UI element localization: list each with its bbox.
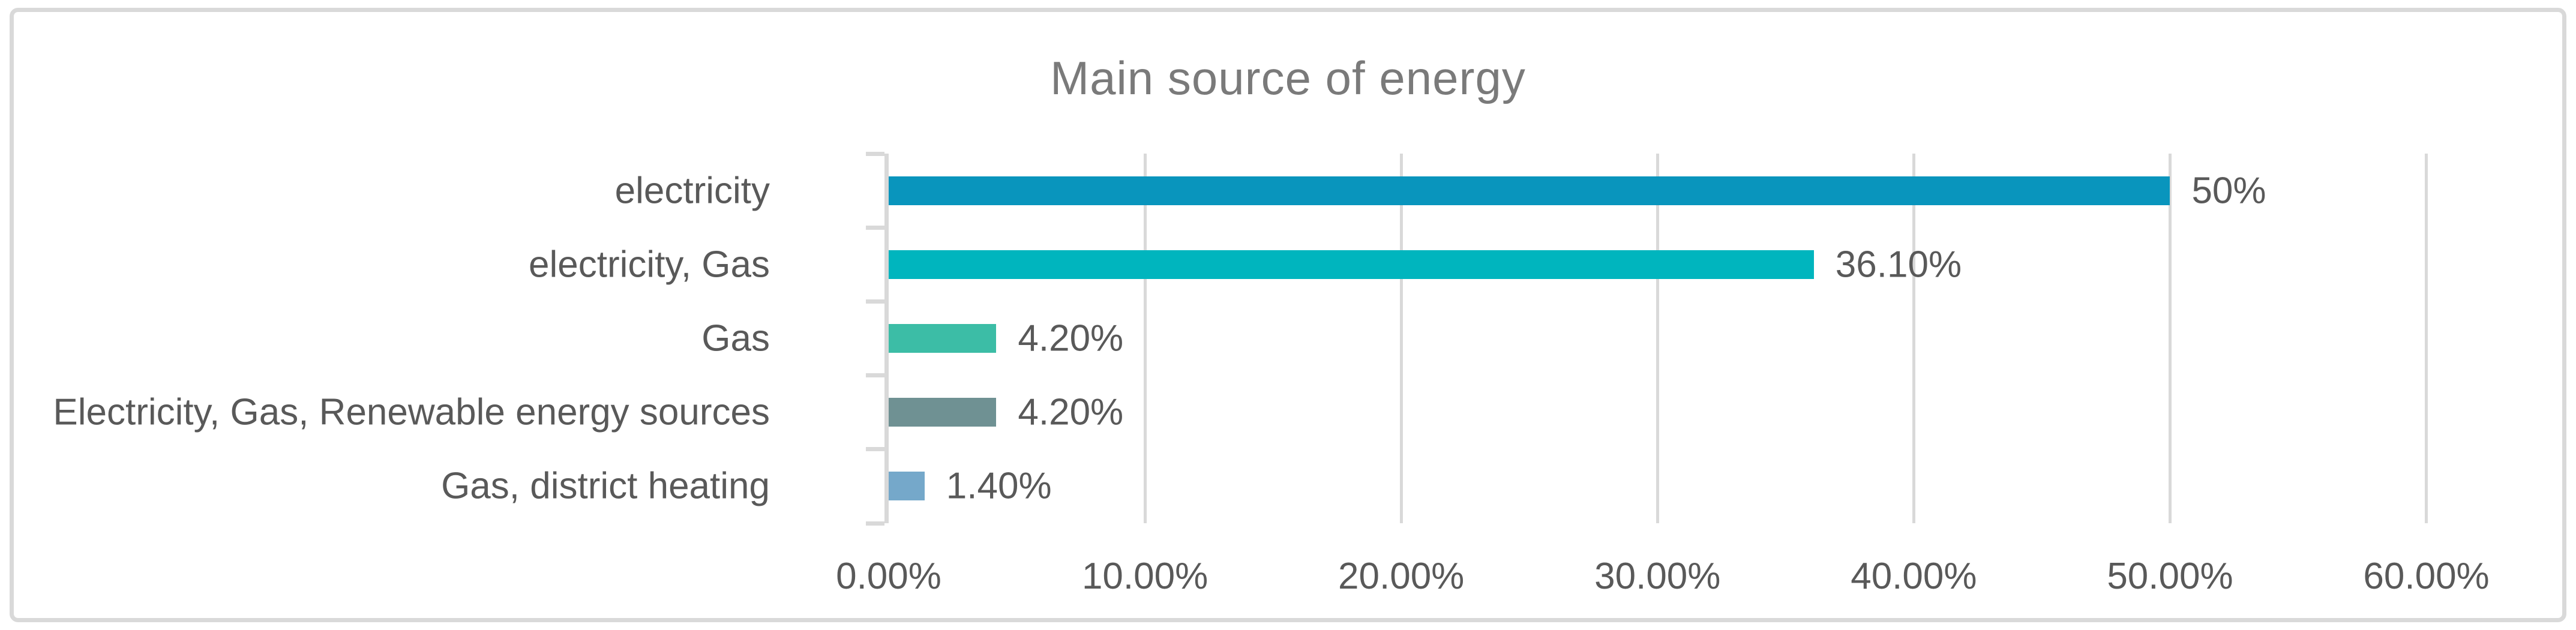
bar-electricity-gas xyxy=(889,250,1814,279)
plot-area: 50% electricity 36.10% electricity, Gas 4.20… xyxy=(53,151,2497,597)
category-label: electricity, Gas xyxy=(529,244,770,286)
category-axis-line xyxy=(884,154,889,523)
bar-electricity xyxy=(889,176,2170,205)
category-label: electricity xyxy=(614,170,770,212)
x-axis-tick-label: 50.00% xyxy=(2107,556,2233,597)
bar-gas xyxy=(889,324,997,353)
gridline-30 xyxy=(1656,154,1659,523)
gridline-40 xyxy=(1912,154,1915,523)
gridline-20 xyxy=(1399,154,1403,523)
data-label: 4.20% xyxy=(1018,317,1124,359)
category-axis-tick xyxy=(866,521,884,526)
category-axis-tick xyxy=(866,225,884,230)
x-axis-tick-label: 60.00% xyxy=(2363,556,2490,597)
x-axis-tick-label: 0.00% xyxy=(836,556,941,597)
chart-frame: Main source of energy 50% electricity 36.1… xyxy=(10,8,2566,622)
x-axis-tick-label: 40.00% xyxy=(1851,556,1977,597)
gridline-10 xyxy=(1143,154,1147,523)
bar-gas-district-heating xyxy=(889,472,925,501)
data-label: 50% xyxy=(2191,170,2266,212)
x-axis-tick-label: 30.00% xyxy=(1594,556,1721,597)
bar-electricity-gas-renewable-energy-sources xyxy=(889,398,997,427)
category-label: Electricity, Gas, Renewable energy sourc… xyxy=(53,391,770,433)
category-axis-tick xyxy=(866,373,884,378)
category-axis-tick xyxy=(866,151,884,156)
x-axis-tick-label: 20.00% xyxy=(1338,556,1465,597)
data-label: 36.10% xyxy=(1835,244,1962,286)
gridline-50 xyxy=(2168,154,2172,523)
data-label: 1.40% xyxy=(946,465,1052,507)
category-axis-tick xyxy=(866,299,884,304)
x-axis-tick-label: 10.00% xyxy=(1081,556,1208,597)
data-label: 4.20% xyxy=(1018,391,1124,433)
gridline-60 xyxy=(2425,154,2428,523)
category-label: Gas, district heating xyxy=(441,465,770,507)
chart-title: Main source of energy xyxy=(1050,52,1526,104)
category-axis-tick xyxy=(866,447,884,452)
category-label: Gas xyxy=(701,317,770,359)
